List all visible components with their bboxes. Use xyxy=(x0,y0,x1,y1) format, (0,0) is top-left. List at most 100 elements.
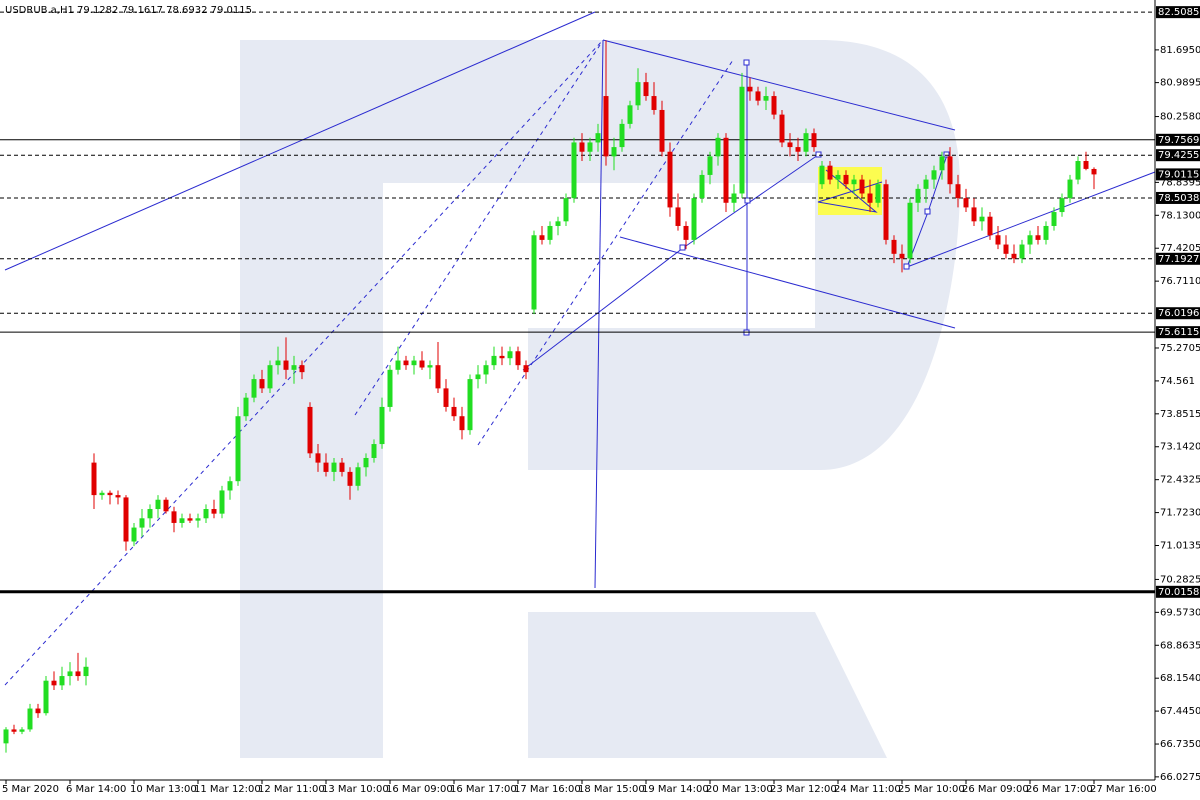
candle-body xyxy=(915,188,921,203)
y-tick-label: 71.0135 xyxy=(1160,541,1200,552)
y-tick-label: 67.4450 xyxy=(1160,706,1200,717)
candle-body xyxy=(675,207,681,226)
candle-body xyxy=(11,729,17,732)
candle-body xyxy=(435,365,441,389)
candle-body xyxy=(691,198,697,240)
candle-body xyxy=(1011,253,1017,259)
candle-body xyxy=(267,365,273,389)
candle-body xyxy=(923,179,929,189)
candle-body xyxy=(139,518,145,528)
candle-body xyxy=(811,133,817,148)
candle-body xyxy=(643,82,649,97)
candle-body xyxy=(1091,168,1097,175)
candle-body xyxy=(259,379,265,389)
x-tick-label: 11 Mar 12:00 xyxy=(194,784,261,795)
candle-body xyxy=(971,207,977,222)
candle-body xyxy=(1019,244,1025,259)
candle-body xyxy=(803,133,809,152)
price-label-box xyxy=(1156,133,1200,146)
x-tick-label: 10 Mar 13:00 xyxy=(130,784,197,795)
price-label: 78.5038 xyxy=(1158,193,1199,204)
x-tick-label: 17 Mar 16:00 xyxy=(514,784,581,795)
candle-body xyxy=(1059,198,1065,213)
levels xyxy=(0,11,1155,594)
candle-body xyxy=(779,114,785,143)
x-tick-label: 12 Mar 11:00 xyxy=(258,784,325,795)
y-tick-label: 80.2580 xyxy=(1160,112,1200,123)
channel-line xyxy=(477,59,734,446)
chart-title: USDRUB.a,H1 79.1282 79.1617 78.6932 79.0… xyxy=(5,5,252,16)
x-tick-label: 18 Mar 15:00 xyxy=(578,784,645,795)
candle-body xyxy=(67,671,73,677)
x-tick-label: 20 Mar 13:00 xyxy=(706,784,773,795)
candle-body xyxy=(155,499,161,510)
candle-body xyxy=(571,142,577,199)
watermark xyxy=(240,40,960,758)
candle-body xyxy=(163,499,169,512)
price-label: 76.0196 xyxy=(1158,308,1199,319)
candle-body xyxy=(291,365,297,370)
candle-body xyxy=(347,471,353,486)
x-tick-label: 6 Mar 14:00 xyxy=(66,784,126,795)
candle-body xyxy=(499,355,505,359)
candle-body xyxy=(731,193,737,203)
x-tick-label: 16 Mar 09:00 xyxy=(386,784,453,795)
x-tick-label: 19 Mar 14:00 xyxy=(642,784,709,795)
candle-body xyxy=(883,184,889,240)
candle-body xyxy=(939,156,945,171)
trend-line xyxy=(906,171,1156,268)
y-tick-label: 68.8635 xyxy=(1160,640,1200,651)
candle-body xyxy=(331,462,337,472)
x-tick-label: 26 Mar 17:00 xyxy=(1026,784,1093,795)
y-tick-label: 73.8515 xyxy=(1160,409,1200,420)
price-label-box xyxy=(1156,149,1200,162)
candle-body xyxy=(843,174,849,185)
trend-line xyxy=(817,169,883,213)
candle-body xyxy=(43,680,49,714)
candle-body xyxy=(763,96,769,101)
candle-body xyxy=(195,518,201,521)
candle-body xyxy=(75,671,81,677)
candle-body xyxy=(379,406,385,445)
candle-body xyxy=(507,351,513,359)
x-tick-label: 27 Mar 16:00 xyxy=(1090,784,1157,795)
x-tick-label: 5 Mar 2020 xyxy=(2,784,59,795)
candle-body xyxy=(363,457,369,468)
candle-body xyxy=(995,235,1001,245)
y-tick-label: 70.2825 xyxy=(1160,574,1200,585)
price-label: 75.6115 xyxy=(1158,327,1199,338)
x-tick-label: 24 Mar 11:00 xyxy=(834,784,901,795)
candle-body xyxy=(827,165,833,180)
candle-body xyxy=(131,527,137,542)
candle-body xyxy=(747,86,753,92)
candle-body xyxy=(27,708,33,730)
x-tick-label: 13 Mar 10:00 xyxy=(322,784,389,795)
candle-body xyxy=(955,184,961,199)
candle-body xyxy=(179,518,185,523)
candle-body xyxy=(635,82,641,106)
y-tick-label: 66.7350 xyxy=(1160,739,1200,750)
candle-body xyxy=(611,147,617,157)
candle-body xyxy=(851,179,857,185)
candle-body xyxy=(451,406,457,417)
y-tick-label: 78.8395 xyxy=(1160,177,1200,188)
candle-body xyxy=(147,509,153,519)
x-tick-label: 26 Mar 09:00 xyxy=(962,784,1029,795)
candle-body xyxy=(251,379,257,398)
candle-body xyxy=(99,492,105,496)
candle-body xyxy=(299,365,305,373)
candle-body xyxy=(683,225,689,240)
candle-body xyxy=(907,202,913,259)
candle-body xyxy=(307,406,313,454)
candle-body xyxy=(35,708,41,714)
candle-body xyxy=(459,416,465,431)
price-label-box xyxy=(1156,191,1200,204)
candle-body xyxy=(707,156,713,175)
candle-body xyxy=(115,495,121,498)
candle-body xyxy=(443,388,449,407)
candle-body xyxy=(1003,244,1009,254)
candle-body xyxy=(579,142,585,152)
price-label: 79.4255 xyxy=(1158,150,1199,161)
candle-body xyxy=(107,492,113,496)
